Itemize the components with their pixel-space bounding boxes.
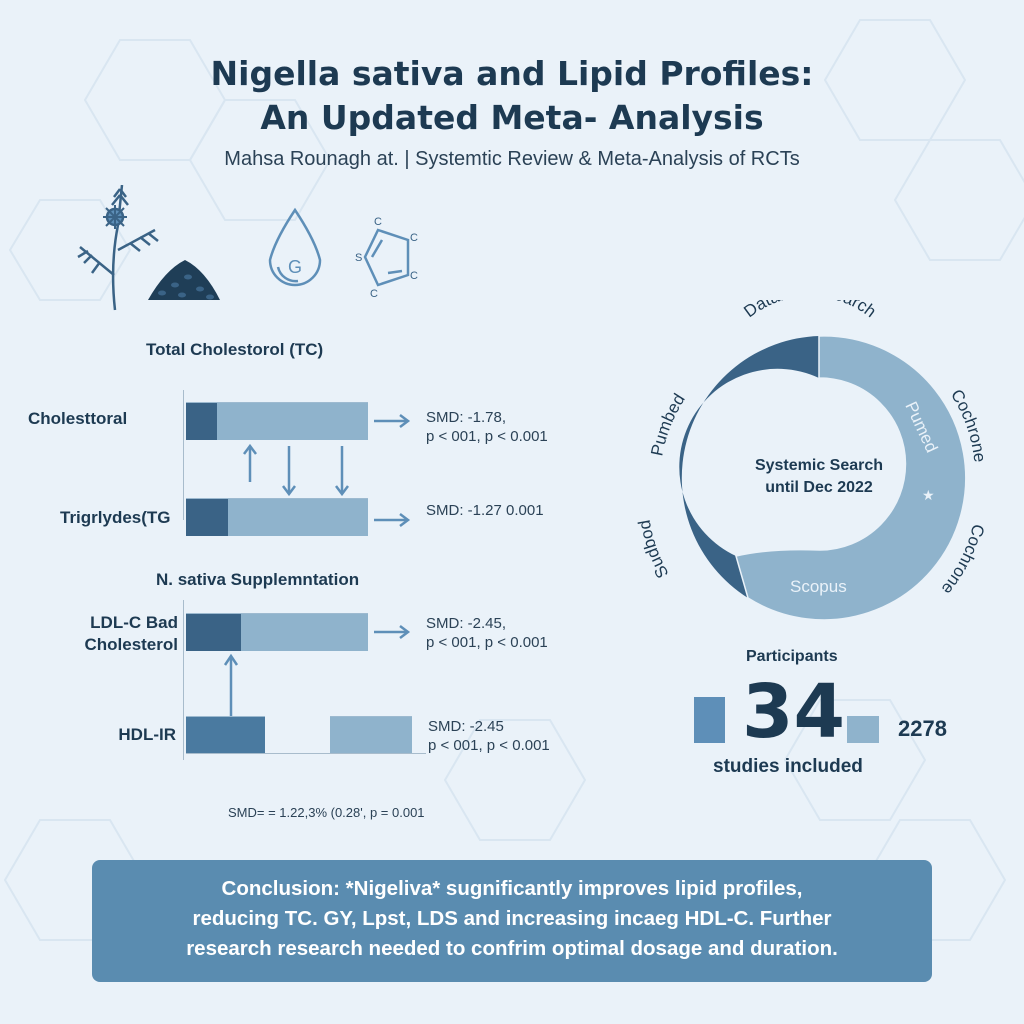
row-label-ldl: LDL-C Bad Cholesterol [84,613,178,654]
conclusion-line-1: Conclusion: *Nigeliva* sugnificantly imp… [221,877,803,900]
seed-pile-icon [148,260,220,300]
arrow-right-icon [374,625,411,639]
conclusion-box: Conclusion: *Nigeliva* sugnificantly imp… [92,860,932,982]
section-title-supplementation: N. sativa Supplemntation [156,570,360,589]
title-line-2: An Updated Meta- Analysis [260,98,764,137]
participants-label: Participants [746,648,838,665]
row-label-triglycerides: Trigrlydes(TG [60,508,171,527]
segment-label-scopus: Scopus [790,577,847,596]
effect-bar-hdl-left [186,716,265,754]
participants-count: 2278 [898,716,947,741]
nigella-plant-icon [77,185,159,311]
stat-triglycerides: SMD: -1.27 0.001 [426,502,544,519]
effect-bar-triglycerides [186,498,368,536]
svg-text:G: G [288,257,302,277]
outer-label-database-search: Database Search [740,300,879,321]
oil-drop-icon: G [268,207,322,287]
star-icon: ★ [704,464,717,480]
effect-bar-hdl-right [330,716,412,754]
studies-count: 34 [742,669,845,755]
thiophene-molecule-icon: C S C C C [355,216,418,300]
stat-ldl: SMD: -2.45, p < 001, p < 0.001 [426,615,548,651]
donut-center-line-1: Systemic Search [755,457,883,474]
stat-hdl: SMD: -2.45 p < 001, p < 0.001 [428,718,550,754]
section-title-total-cholesterol: Total Cholestorol (TC) [146,340,324,359]
connector-arrows-icon [243,443,349,497]
arrow-right-icon [374,414,411,428]
row-label-hdl: HDL-IR [118,725,176,744]
svg-text:C: C [374,216,382,228]
svg-text:C: C [410,270,418,282]
effect-bar-cholesterol [186,402,368,440]
svg-text:C: C [410,232,418,244]
plot-baseline [186,753,426,754]
icon-row: G C S C C C [77,185,418,311]
arrow-right-icon [374,513,411,527]
page-title: Nigella sativa and Lipid Profiles: An Up… [0,52,1024,140]
conclusion-line-2: reducing TC. GY, Lpst, LDS and increasin… [192,907,832,930]
conclusion-line-3: research research needed to confrim opti… [186,937,838,960]
plot-axis [183,600,184,760]
subtitle: Mahsa Rounagh at. | Systemtic Review & M… [224,148,800,170]
effect-bar-ldl [186,613,368,651]
participants-legend-square [847,716,879,743]
row-label-cholesterol: Cholesttoral [28,409,128,428]
search-donut-chart: ★ ★ ★ Systemic Search until Dec 2022 Pum… [620,281,1000,640]
studies-included-label: studies included [713,756,863,777]
arrow-up-icon [223,653,239,716]
title-line-1: Nigella sativa and Lipid Profiles: [210,54,814,93]
stat-cholesterol: SMD: -1.78, p < 001, p < 0.001 [426,409,548,445]
donut-center-line-2: until Dec 2022 [765,479,873,496]
star-icon: ★ [763,373,776,389]
svg-text:S: S [355,252,362,264]
donut-svg: ★ ★ ★ Systemic Search until Dec 2022 Pum… [635,281,989,621]
star-icon: ★ [922,488,935,504]
pooled-smd-footnote: SMD= = 1.22,3% (0.28', p = 0.001 [228,805,425,820]
svg-text:C: C [370,288,378,300]
plot-axis [183,390,184,520]
outer-label-sudbod: Sudbod [635,518,673,581]
studies-legend-square [694,697,725,743]
